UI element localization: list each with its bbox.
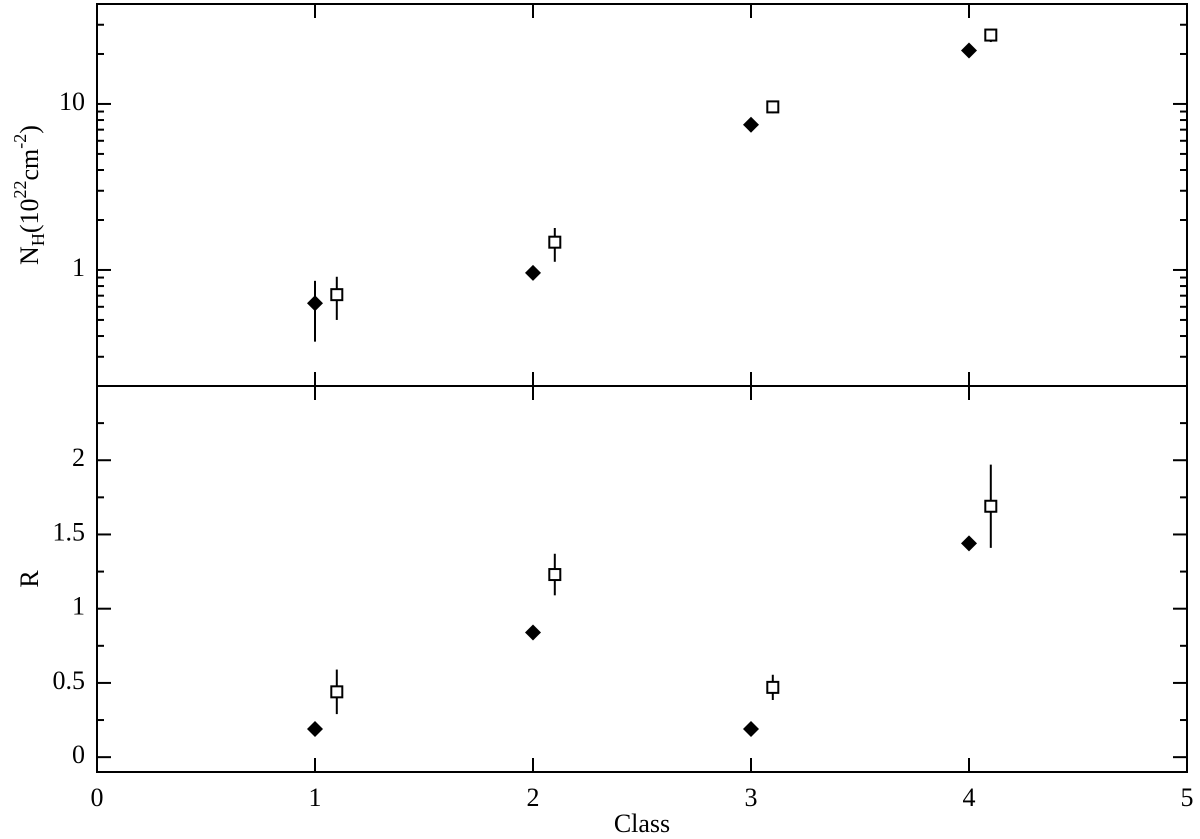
- plot-frame: [96, 385, 1188, 773]
- y-axis-label-part: (10: [15, 198, 44, 233]
- point: [307, 295, 323, 312]
- point: [766, 680, 780, 694]
- point: [525, 264, 541, 281]
- point: [307, 720, 323, 737]
- y-tick-label: 1: [72, 253, 85, 282]
- point: [961, 535, 977, 552]
- x-axis-label: Class: [614, 809, 670, 838]
- point: [330, 685, 344, 699]
- y-axis-label: R: [15, 570, 44, 588]
- point: [766, 100, 780, 114]
- y-tick-label: 1.5: [53, 517, 86, 546]
- y-tick-label: 0: [72, 740, 85, 769]
- point: [525, 624, 541, 641]
- y-axis-label-part: 22: [10, 180, 30, 198]
- point: [984, 28, 998, 42]
- point: [984, 499, 998, 513]
- point: [548, 568, 562, 582]
- y-tick-label: 0.5: [53, 666, 86, 695]
- x-tick-label: 5: [1181, 783, 1194, 812]
- x-tick-label: 2: [527, 783, 540, 812]
- x-tick-label: 1: [309, 783, 322, 812]
- y-axis-label-part: N: [15, 246, 44, 265]
- point: [743, 116, 759, 133]
- point: [330, 288, 344, 302]
- x-tick-label: 3: [745, 783, 758, 812]
- x-tick-label: 0: [91, 783, 104, 812]
- y-axis-label-part: H: [28, 233, 48, 246]
- y-tick-label: 10: [59, 87, 85, 116]
- plot-frame: [96, 3, 1188, 387]
- y-tick-label: 2: [72, 443, 85, 472]
- point: [961, 42, 977, 59]
- y-axis-label-part: cm: [15, 149, 44, 181]
- y-tick-label: 1: [72, 592, 85, 621]
- point: [548, 235, 562, 249]
- y-axis-label-part: -2: [10, 134, 30, 149]
- y-axis-label-part: ): [15, 125, 44, 134]
- y-axis-label: NH(1022cm-2): [10, 125, 48, 265]
- point: [743, 720, 759, 737]
- x-tick-label: 4: [963, 783, 976, 812]
